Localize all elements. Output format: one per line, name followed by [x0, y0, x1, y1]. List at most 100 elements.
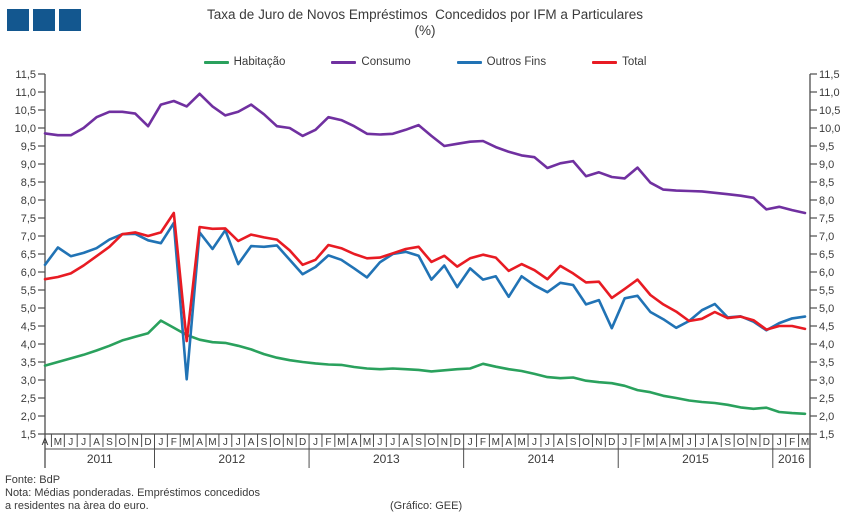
svg-text:J: J: [545, 437, 550, 448]
svg-text:S: S: [415, 437, 422, 448]
svg-text:N: N: [132, 437, 139, 448]
svg-text:F: F: [789, 437, 795, 448]
svg-text:4,0: 4,0: [21, 339, 36, 351]
svg-text:J: J: [777, 437, 782, 448]
svg-text:5,5: 5,5: [819, 285, 834, 297]
year-label-2013: 2013: [373, 452, 400, 466]
svg-text:M: M: [646, 437, 654, 448]
svg-text:2,5: 2,5: [819, 393, 834, 405]
svg-text:3,5: 3,5: [819, 357, 834, 369]
svg-text:A: A: [660, 437, 667, 448]
svg-text:6,0: 6,0: [819, 267, 834, 279]
legend-item-total: Total: [592, 56, 646, 68]
svg-text:F: F: [480, 437, 486, 448]
svg-text:5,0: 5,0: [21, 303, 36, 315]
svg-text:10,5: 10,5: [819, 105, 840, 117]
svg-text:10,0: 10,0: [819, 123, 840, 135]
legend-item-consumo: Consumo: [331, 56, 411, 68]
svg-text:N: N: [286, 437, 293, 448]
svg-text:M: M: [54, 437, 62, 448]
svg-text:S: S: [724, 437, 731, 448]
svg-text:2,0: 2,0: [21, 411, 36, 423]
year-label-2011: 2011: [87, 452, 113, 466]
legend-label: Consumo: [361, 56, 411, 68]
footer-note-line2: a residentes na àrea do euro.: [5, 500, 149, 512]
svg-text:11,0: 11,0: [15, 87, 36, 99]
series-line-habitação: [43, 319, 807, 416]
svg-text:9,5: 9,5: [21, 141, 36, 153]
svg-text:8,5: 8,5: [21, 177, 36, 189]
svg-text:F: F: [325, 437, 331, 448]
series-line-outros-fins: [43, 221, 807, 381]
legend-label: Habitação: [233, 56, 286, 68]
svg-text:J: J: [390, 437, 395, 448]
svg-text:M: M: [492, 437, 500, 448]
svg-text:F: F: [171, 437, 177, 448]
legend-swatch: [456, 60, 482, 64]
svg-text:5,0: 5,0: [819, 303, 834, 315]
svg-text:A: A: [505, 437, 512, 448]
svg-text:J: J: [158, 437, 163, 448]
year-label-2015: 2015: [682, 452, 709, 466]
legend-swatch: [592, 60, 618, 64]
svg-text:3,0: 3,0: [819, 375, 834, 387]
series-line-consumo: [43, 92, 807, 215]
svg-text:4,5: 4,5: [819, 321, 834, 333]
svg-text:1,5: 1,5: [819, 429, 834, 441]
logo-square: [59, 9, 81, 31]
svg-text:A: A: [557, 437, 564, 448]
svg-text:J: J: [68, 437, 73, 448]
svg-text:O: O: [737, 437, 745, 448]
svg-text:7,5: 7,5: [21, 213, 36, 225]
svg-text:M: M: [183, 437, 191, 448]
svg-text:M: M: [801, 437, 809, 448]
chart-header: Taxa de Juro de Novos Empréstimos Conced…: [95, 6, 755, 39]
svg-text:A: A: [42, 437, 49, 448]
svg-text:7,5: 7,5: [819, 213, 834, 225]
logo-square: [33, 9, 55, 31]
svg-text:F: F: [634, 437, 640, 448]
svg-text:J: J: [81, 437, 86, 448]
svg-text:M: M: [672, 437, 680, 448]
legend-swatch: [331, 60, 357, 64]
svg-text:7,0: 7,0: [21, 231, 36, 243]
series-line-total: [43, 211, 807, 343]
svg-text:4,5: 4,5: [21, 321, 36, 333]
chart-legend: Habitação Consumo Outros Fins Total: [0, 56, 850, 68]
logo-square: [7, 9, 29, 31]
svg-text:N: N: [441, 437, 448, 448]
svg-text:N: N: [750, 437, 757, 448]
svg-text:J: J: [468, 437, 473, 448]
svg-text:S: S: [261, 437, 268, 448]
svg-text:7,0: 7,0: [819, 231, 834, 243]
svg-text:A: A: [196, 437, 203, 448]
svg-text:M: M: [517, 437, 525, 448]
svg-text:2,0: 2,0: [819, 411, 834, 423]
svg-text:5,5: 5,5: [21, 285, 36, 297]
svg-text:S: S: [106, 437, 113, 448]
svg-text:J: J: [622, 437, 627, 448]
svg-text:11,0: 11,0: [819, 87, 840, 99]
page-subtitle: (%): [414, 23, 436, 38]
year-label-2012: 2012: [218, 452, 245, 466]
svg-text:O: O: [118, 437, 126, 448]
svg-text:D: D: [144, 437, 151, 448]
svg-text:10,0: 10,0: [15, 123, 36, 135]
legend-item-outros-fins: Outros Fins: [456, 56, 546, 68]
svg-text:D: D: [454, 437, 461, 448]
footer-source: Fonte: BdP: [5, 474, 61, 486]
svg-text:M: M: [208, 437, 216, 448]
svg-text:J: J: [223, 437, 228, 448]
svg-text:4,0: 4,0: [819, 339, 834, 351]
legend-item-habitação: Habitação: [203, 56, 286, 68]
svg-text:2,5: 2,5: [21, 393, 36, 405]
legend-swatch: [203, 60, 229, 64]
logo-squares: [7, 9, 81, 31]
svg-text:11,5: 11,5: [819, 69, 840, 81]
svg-text:8,0: 8,0: [21, 195, 36, 207]
svg-text:8,5: 8,5: [819, 177, 834, 189]
svg-text:J: J: [532, 437, 537, 448]
svg-text:D: D: [763, 437, 770, 448]
footer-credit: (Gráfico: GEE): [390, 500, 463, 512]
